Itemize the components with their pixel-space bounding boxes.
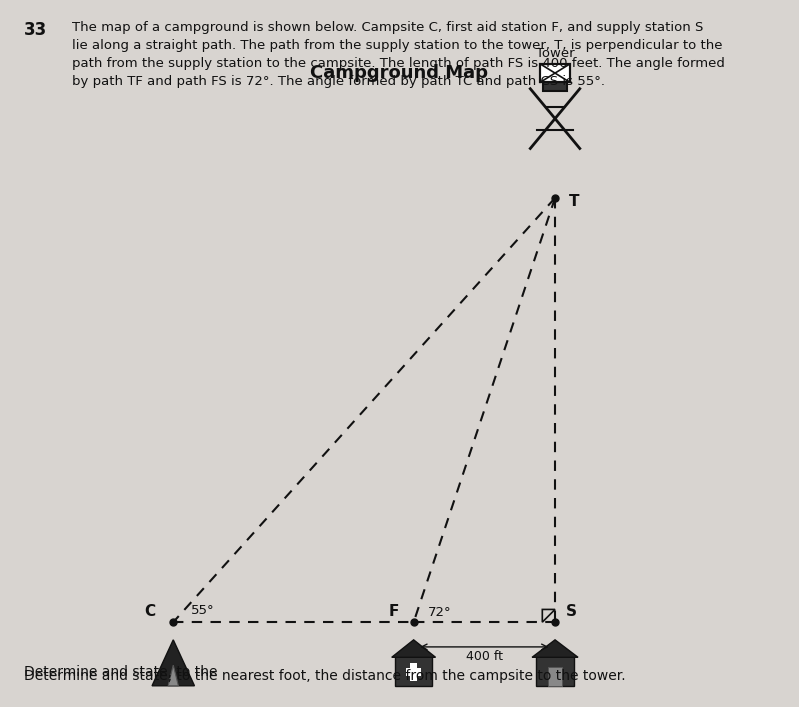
Text: S: S (566, 604, 577, 619)
Text: T: T (569, 194, 580, 209)
Bar (406, 668, 421, 676)
Text: 400 ft: 400 ft (466, 650, 503, 663)
Text: Campground Map: Campground Map (311, 64, 488, 81)
FancyBboxPatch shape (396, 656, 432, 686)
Text: 33: 33 (24, 21, 47, 39)
Bar (410, 663, 417, 682)
Text: C: C (145, 604, 156, 619)
Polygon shape (168, 665, 178, 686)
Polygon shape (392, 640, 435, 658)
Bar (540, 64, 570, 82)
Text: The map of a campground is shown below. Campsite C, first aid station F, and sup: The map of a campground is shown below. … (72, 21, 725, 88)
Text: Determine and state, to the: Determine and state, to the (24, 665, 222, 679)
Text: Tower: Tower (535, 47, 574, 60)
FancyBboxPatch shape (535, 656, 574, 686)
Bar (540, 64, 570, 82)
Text: Determine and state, to the nearest foot, the distance from the campsite to the : Determine and state, to the nearest foot… (24, 669, 626, 683)
Text: 55°: 55° (191, 604, 215, 617)
Bar (543, 82, 567, 91)
Bar (548, 667, 562, 686)
Polygon shape (152, 640, 194, 686)
Text: 72°: 72° (427, 606, 451, 619)
Polygon shape (532, 640, 578, 658)
Text: F: F (389, 604, 400, 619)
